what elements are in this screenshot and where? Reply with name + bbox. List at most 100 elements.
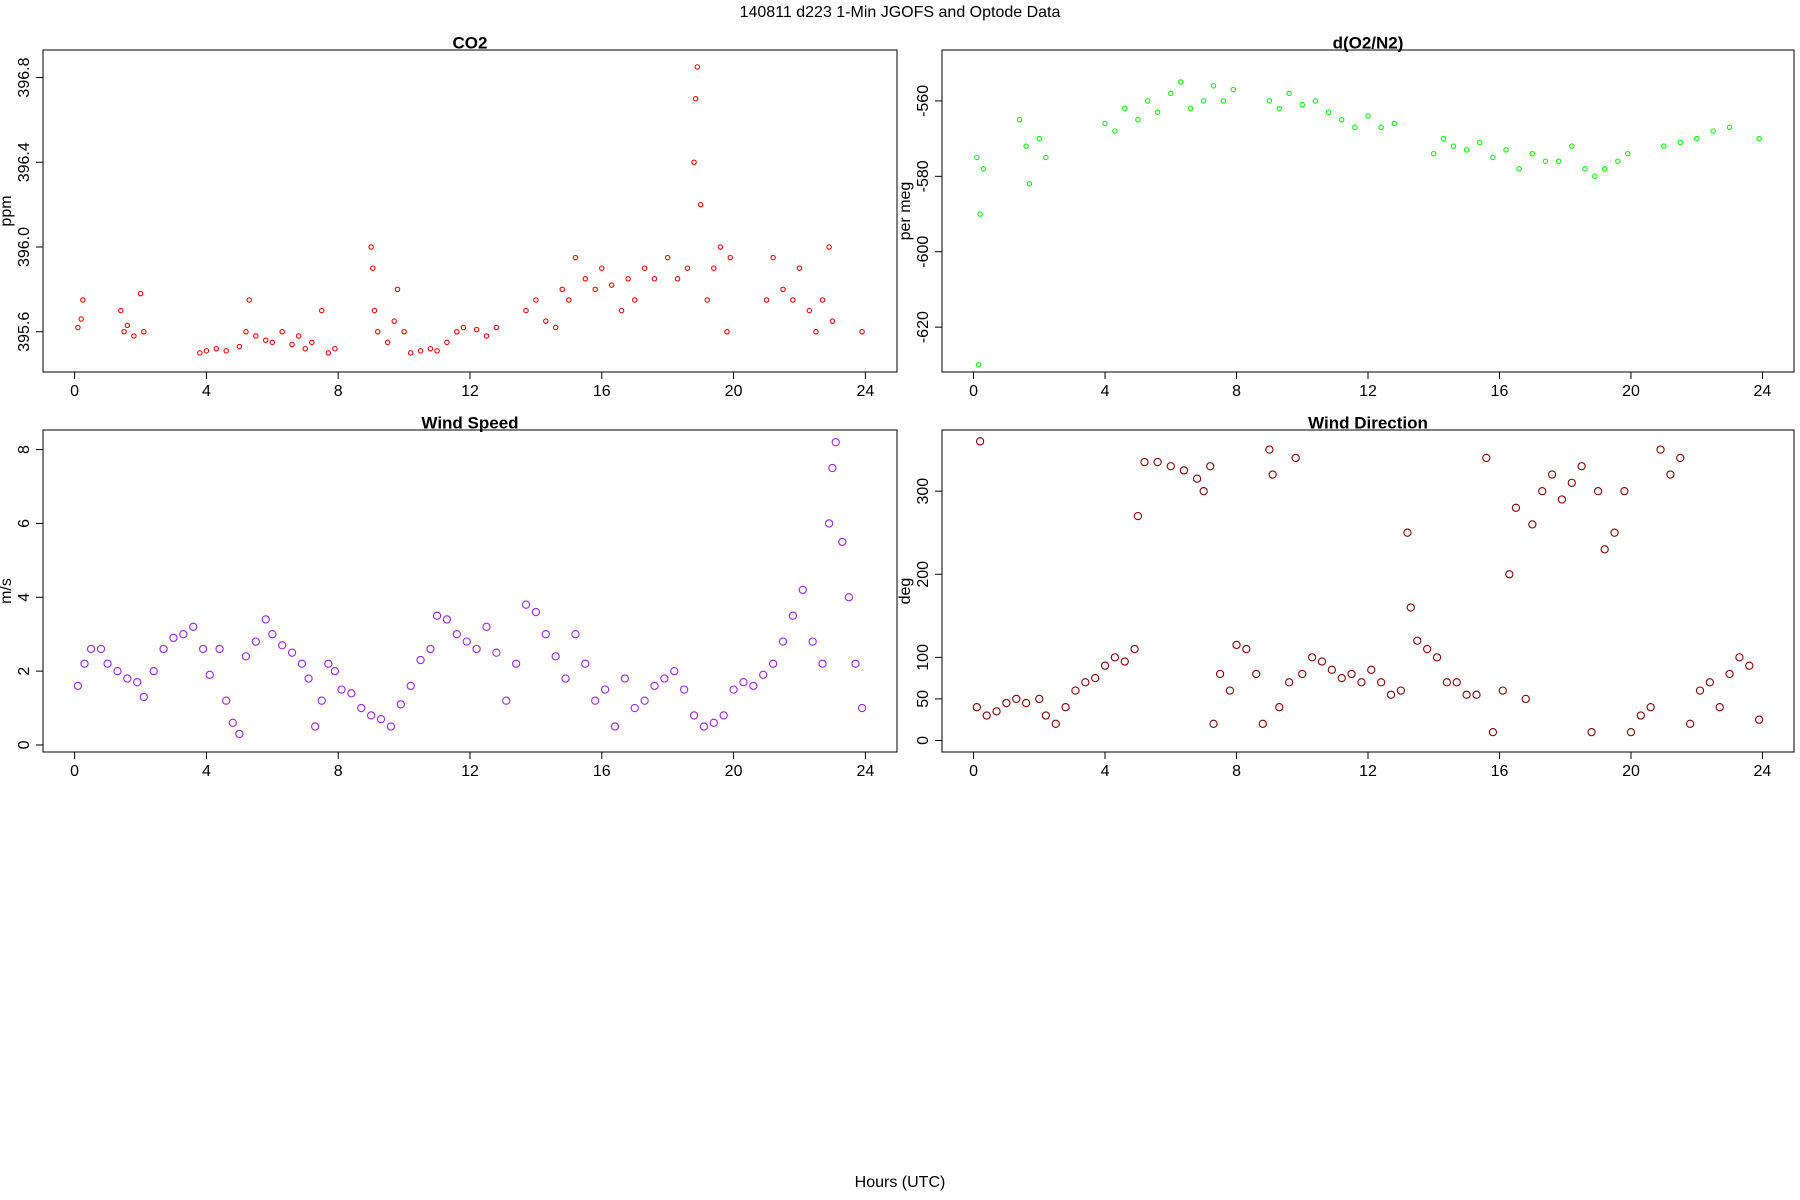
data-point bbox=[149, 666, 158, 676]
data-point bbox=[391, 318, 397, 324]
data-point bbox=[444, 339, 450, 346]
data-point bbox=[1538, 487, 1547, 496]
data-point bbox=[1403, 528, 1412, 537]
data-point bbox=[719, 711, 728, 720]
data-point bbox=[566, 297, 572, 303]
data-point bbox=[1745, 661, 1754, 670]
data-point bbox=[533, 297, 539, 303]
data-point bbox=[1168, 90, 1174, 97]
data-point bbox=[492, 648, 501, 657]
data-point bbox=[1337, 673, 1346, 683]
data-point bbox=[650, 681, 659, 691]
x-tick-label: 20 bbox=[725, 763, 743, 780]
y-tick-label: 0 bbox=[915, 736, 932, 745]
y-tick-label: 396.8 bbox=[16, 57, 33, 97]
data-point bbox=[1705, 678, 1715, 687]
data-point bbox=[798, 585, 807, 595]
data-point bbox=[664, 254, 671, 261]
data-point bbox=[384, 339, 391, 346]
data-point bbox=[982, 711, 991, 720]
data-point bbox=[370, 265, 376, 271]
data-point bbox=[1347, 669, 1356, 679]
data-point bbox=[1220, 98, 1227, 104]
data-point bbox=[159, 644, 168, 654]
data-point bbox=[768, 659, 778, 668]
data-point bbox=[374, 328, 381, 335]
data-point bbox=[1035, 694, 1044, 704]
data-point bbox=[1452, 678, 1461, 687]
data-point bbox=[1140, 457, 1149, 467]
data-point bbox=[1242, 644, 1251, 654]
data-point bbox=[1153, 457, 1162, 467]
data-point bbox=[1021, 698, 1031, 708]
data-point bbox=[857, 703, 867, 713]
data-point bbox=[1225, 686, 1235, 695]
data-point bbox=[1016, 117, 1023, 123]
data-point bbox=[472, 644, 481, 654]
data-point bbox=[1521, 694, 1530, 704]
data-point bbox=[826, 244, 832, 250]
data-point bbox=[1051, 719, 1060, 728]
data-point bbox=[689, 711, 699, 720]
data-point bbox=[1511, 503, 1521, 512]
data-point bbox=[1041, 711, 1051, 720]
y-tick-label: 4 bbox=[16, 593, 33, 602]
y-tick-label: -560 bbox=[915, 85, 932, 117]
data-point bbox=[1199, 487, 1208, 496]
data-point bbox=[1187, 105, 1194, 112]
data-point bbox=[600, 685, 610, 694]
data-point bbox=[1100, 661, 1110, 670]
data-point bbox=[268, 630, 277, 639]
y-axis-label: m/s bbox=[0, 578, 15, 604]
data-point bbox=[1179, 466, 1189, 475]
y-tick-label: 100 bbox=[915, 644, 932, 671]
data-point bbox=[1357, 678, 1366, 687]
data-point bbox=[552, 324, 559, 331]
data-point bbox=[704, 297, 710, 303]
data-point bbox=[1091, 673, 1100, 683]
data-point bbox=[1406, 603, 1415, 612]
data-point bbox=[367, 711, 376, 720]
data-point bbox=[599, 265, 605, 271]
data-point bbox=[289, 341, 295, 348]
data-point bbox=[1036, 135, 1043, 142]
data-point bbox=[1695, 686, 1705, 695]
data-point bbox=[302, 345, 309, 352]
data-point bbox=[523, 307, 529, 314]
data-point bbox=[727, 254, 734, 261]
data-point bbox=[1505, 570, 1514, 579]
data-point bbox=[1177, 79, 1184, 85]
data-point bbox=[473, 326, 480, 333]
panel-title: Wind Speed bbox=[421, 413, 518, 432]
data-point bbox=[1615, 158, 1621, 164]
panel-title: d(O2/N2) bbox=[1333, 33, 1404, 52]
data-point bbox=[1112, 128, 1118, 134]
data-point bbox=[1258, 719, 1267, 728]
data-point bbox=[1299, 101, 1306, 108]
data-point bbox=[189, 622, 198, 631]
data-point bbox=[975, 437, 985, 446]
data-point bbox=[318, 307, 325, 314]
data-point bbox=[1071, 686, 1080, 695]
data-point bbox=[1498, 686, 1507, 695]
x-axis-label: Hours (UTC) bbox=[855, 1174, 946, 1191]
data-point bbox=[1061, 703, 1070, 712]
data-point bbox=[205, 670, 214, 679]
data-point bbox=[1666, 470, 1675, 479]
data-point bbox=[1646, 703, 1655, 712]
data-point bbox=[829, 318, 836, 324]
x-tick-label: 20 bbox=[1622, 383, 1640, 400]
data-point bbox=[531, 607, 541, 617]
data-point bbox=[572, 254, 579, 261]
data-point bbox=[1275, 703, 1284, 712]
data-point bbox=[426, 644, 435, 654]
y-axis-label: ppm bbox=[0, 195, 15, 226]
data-point bbox=[641, 265, 648, 271]
x-tick-label: 0 bbox=[969, 383, 978, 400]
x-tick-label: 16 bbox=[593, 383, 611, 400]
data-point bbox=[1081, 678, 1090, 687]
data-point bbox=[729, 685, 738, 694]
data-point bbox=[1232, 640, 1241, 650]
data-point bbox=[396, 700, 405, 709]
data-point bbox=[1206, 462, 1215, 471]
